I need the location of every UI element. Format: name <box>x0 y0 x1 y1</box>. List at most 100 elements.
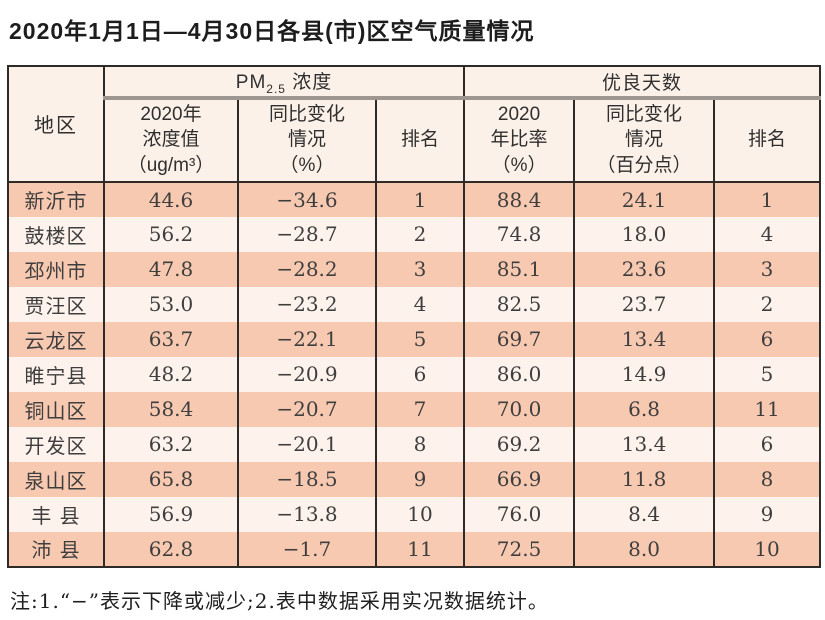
rate-cell: 88.4 <box>463 181 576 217</box>
pm-value-cell: 47.8 <box>103 251 239 287</box>
pm-rank-cell: 11 <box>374 531 466 567</box>
table-header: 地区 PM2.5 浓度 优良天数 2020年 浓度值 （ug/m³） 同比变化 … <box>7 66 822 183</box>
table-row: 新沂市 44.6 −34.6 1 88.4 24.1 1 <box>7 181 822 217</box>
rate-header: 2020 年比率 （%） <box>463 97 576 183</box>
pm-subscript: 2.5 <box>266 81 286 96</box>
rate-cell: 85.1 <box>463 251 576 287</box>
table-row: 云龙区 63.7 −22.1 5 69.7 13.4 6 <box>7 321 822 357</box>
pm-rank-cell: 4 <box>374 286 466 322</box>
region-cell: 开发区 <box>7 426 105 462</box>
region-cell: 铜山区 <box>7 391 105 427</box>
pm-change-cell: −20.1 <box>237 426 377 462</box>
rate-cell: 70.0 <box>463 391 576 427</box>
pm-change-cell: −28.7 <box>237 216 377 252</box>
table-row: 丰 县 56.9 −13.8 10 76.0 8.4 9 <box>7 496 822 532</box>
table-row: 邳州市 47.8 −28.2 3 85.1 23.6 3 <box>7 251 822 287</box>
pm-rank-cell: 1 <box>374 181 466 217</box>
pm-value-cell: 58.4 <box>103 391 239 427</box>
pm-change-cell: −23.2 <box>237 286 377 322</box>
rate-change-header: 同比变化 情况 （百分点） <box>573 97 716 183</box>
page-title: 2020年1月1日—4月30日各县(市)区空气质量情况 <box>9 18 535 44</box>
table-row: 泉山区 65.8 −18.5 9 66.9 11.8 8 <box>7 461 822 497</box>
rate-rank-cell: 11 <box>713 391 822 427</box>
rate-cell: 69.2 <box>463 426 576 462</box>
pm-change-cell: −22.1 <box>237 321 377 357</box>
rate-change-cell: 18.0 <box>573 216 716 252</box>
region-cell: 云龙区 <box>7 321 105 357</box>
pm-change-cell: −34.6 <box>237 181 377 217</box>
rate-change-cell: 11.8 <box>573 461 716 497</box>
pm-rank-cell: 7 <box>374 391 466 427</box>
pm-value-cell: 63.2 <box>103 426 239 462</box>
pm25-group-header: PM2.5 浓度 <box>102 66 466 100</box>
region-cell: 沛 县 <box>7 531 105 567</box>
region-cell: 贾汪区 <box>7 286 105 322</box>
pm-value-cell: 56.9 <box>103 496 239 532</box>
pm-rank-cell: 8 <box>374 426 466 462</box>
region-cell: 新沂市 <box>7 181 105 217</box>
pm-change-cell: −1.7 <box>237 531 377 567</box>
pm-rank-header: 排名 <box>374 97 466 183</box>
rate-rank-cell: 8 <box>713 461 822 497</box>
rate-rank-cell: 10 <box>713 531 822 567</box>
table-row: 沛 县 62.8 −1.7 11 72.5 8.0 10 <box>7 531 822 567</box>
region-cell: 睢宁县 <box>7 356 105 392</box>
pm-rank-cell: 10 <box>374 496 466 532</box>
region-cell: 泉山区 <box>7 461 105 497</box>
rate-cell: 82.5 <box>463 286 576 322</box>
pm-rank-cell: 3 <box>374 251 466 287</box>
footnote: 注:1.“−”表示下降或减少;2.表中数据采用实况数据统计。 <box>10 588 549 613</box>
region-cell: 丰 县 <box>7 496 105 532</box>
pm-change-cell: −28.2 <box>237 251 377 287</box>
pm-rank-cell: 6 <box>374 356 466 392</box>
pm-value-cell: 56.2 <box>103 216 239 252</box>
pm-change-cell: −18.5 <box>237 461 377 497</box>
rate-change-cell: 23.6 <box>573 251 716 287</box>
table-row: 贾汪区 53.0 −23.2 4 82.5 23.7 2 <box>7 286 822 322</box>
air-quality-table: 地区 PM2.5 浓度 优良天数 2020年 浓度值 （ug/m³） 同比变化 … <box>7 65 822 568</box>
rate-cell: 66.9 <box>463 461 576 497</box>
rate-cell: 72.5 <box>463 531 576 567</box>
pm-value-cell: 62.8 <box>103 531 239 567</box>
rate-cell: 76.0 <box>463 496 576 532</box>
rate-change-cell: 24.1 <box>573 181 716 217</box>
table-row: 睢宁县 48.2 −20.9 6 86.0 14.9 5 <box>7 356 822 392</box>
table-row: 铜山区 58.4 −20.7 7 70.0 6.8 11 <box>7 391 822 427</box>
pm-change-cell: −13.8 <box>237 496 377 532</box>
rate-cell: 86.0 <box>463 356 576 392</box>
pm-value-cell: 63.7 <box>103 321 239 357</box>
good-days-group-header: 优良天数 <box>463 66 822 100</box>
rate-change-cell: 14.9 <box>573 356 716 392</box>
pm-value-header: 2020年 浓度值 （ug/m³） <box>103 97 239 183</box>
table-row: 开发区 63.2 −20.1 8 69.2 13.4 6 <box>7 426 822 462</box>
rate-rank-cell: 2 <box>713 286 822 322</box>
rate-cell: 69.7 <box>463 321 576 357</box>
rate-change-cell: 13.4 <box>573 426 716 462</box>
rate-change-cell: 8.0 <box>573 531 716 567</box>
rate-change-cell: 6.8 <box>573 391 716 427</box>
pm-value-cell: 48.2 <box>103 356 239 392</box>
rate-rank-cell: 4 <box>713 216 822 252</box>
rate-change-cell: 13.4 <box>573 321 716 357</box>
rate-rank-header: 排名 <box>713 97 822 183</box>
pm-change-cell: −20.7 <box>237 391 377 427</box>
region-column-header: 地区 <box>7 66 105 183</box>
group-header-row: 地区 PM2.5 浓度 优良天数 <box>7 66 822 183</box>
pm-rank-cell: 9 <box>374 461 466 497</box>
rate-rank-cell: 6 <box>713 321 822 357</box>
rate-rank-cell: 1 <box>713 181 822 217</box>
rate-rank-cell: 9 <box>713 496 822 532</box>
pm-value-cell: 53.0 <box>103 286 239 322</box>
sub-header-row: 2020年 浓度值 （ug/m³） 同比变化 情况 （%） 排名 2020 年比… <box>8 97 822 183</box>
pm-prefix: PM <box>235 72 267 93</box>
pm-change-header: 同比变化 情况 （%） <box>237 97 377 183</box>
pm-value-cell: 44.6 <box>103 181 239 217</box>
rate-change-cell: 8.4 <box>573 496 716 532</box>
rate-rank-cell: 6 <box>713 426 822 462</box>
region-cell: 鼓楼区 <box>7 216 105 252</box>
pm-rank-cell: 5 <box>374 321 466 357</box>
table-body: 新沂市 44.6 −34.6 1 88.4 24.1 1 鼓楼区 56.2 −2… <box>7 181 822 567</box>
rate-rank-cell: 3 <box>713 251 822 287</box>
pm-value-cell: 65.8 <box>103 461 239 497</box>
